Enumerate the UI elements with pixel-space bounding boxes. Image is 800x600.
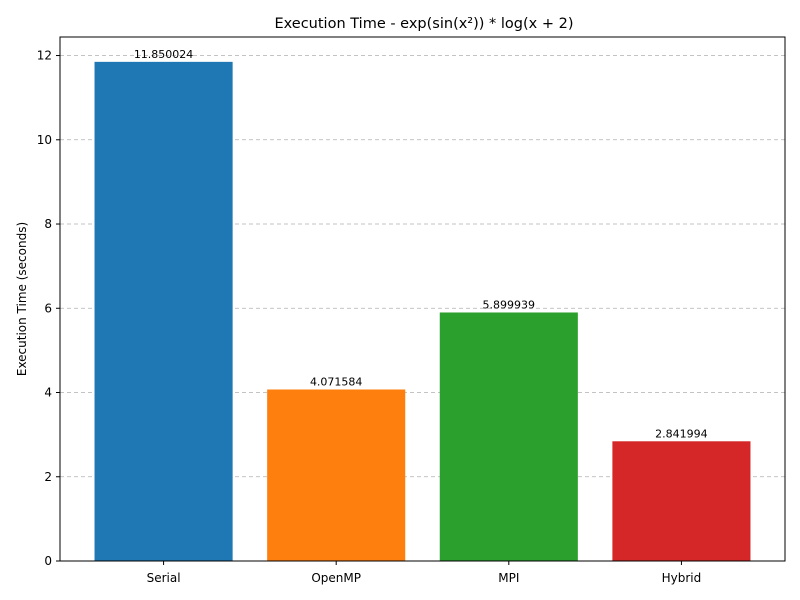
chart-title: Execution Time - exp(sin(x²)) * log(x + … [274,16,573,32]
bar-mpi [439,312,578,561]
y-tick-label: 4 [44,386,52,400]
y-tick-label: 10 [37,133,52,147]
y-tick-label: 0 [44,554,52,568]
x-tick-label: MPI [498,571,519,585]
bar-serial [94,61,233,562]
x-tick-label: OpenMP [311,571,361,585]
plot-frame [59,36,786,562]
bar-value-label: 4.071584 [310,375,363,388]
bar-hybrid [612,441,751,561]
x-tick-label: Serial [147,571,181,585]
bar-openmp [267,389,406,561]
y-tick-label: 6 [44,301,52,315]
x-tick-label: Hybrid [662,571,702,585]
bar-value-label: 5.899939 [483,298,536,311]
x-axis-ticks: Serial OpenMP MPI Hybrid [147,561,702,585]
bar-value-label: 2.841994 [655,427,708,440]
data-labels: 11.850024 4.071584 5.899939 2.841994 [134,48,708,440]
bars [94,61,751,562]
y-tick-label: 2 [44,470,52,484]
bar-value-label: 11.850024 [134,48,194,61]
y-tick-label: 12 [37,49,52,63]
y-axis-ticks: 0 2 4 6 8 10 12 [37,49,60,568]
y-axis-label: Execution Time (seconds) [15,222,29,376]
y-tick-label: 8 [44,217,52,231]
